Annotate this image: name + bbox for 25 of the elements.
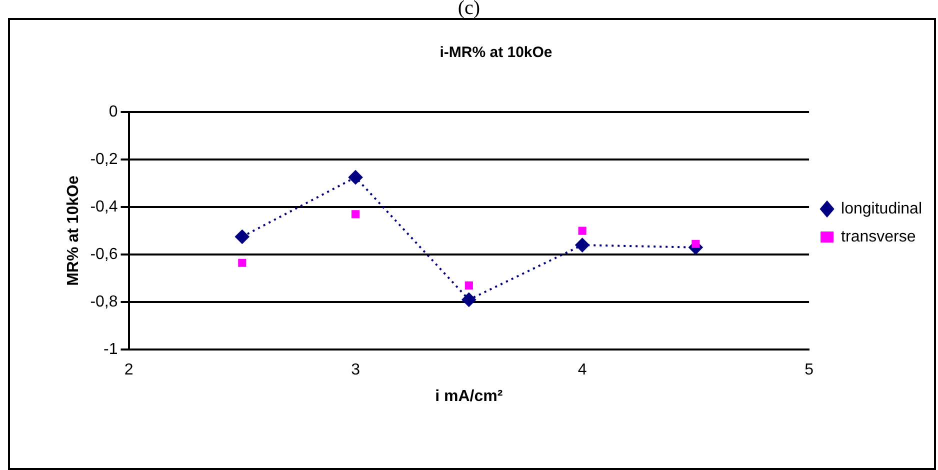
point bbox=[351, 210, 360, 218]
y-tick-label: 0 bbox=[108, 103, 118, 120]
point bbox=[238, 258, 246, 267]
x-tick-label: 3 bbox=[351, 362, 360, 379]
y-tick-label: -1 bbox=[104, 341, 118, 358]
chart-title: i-MR% at 10kOe bbox=[440, 44, 552, 62]
point bbox=[348, 170, 363, 184]
x-axis-title: i mA/cm² bbox=[435, 388, 503, 405]
legend-label: transverse bbox=[841, 228, 916, 246]
point bbox=[235, 230, 250, 244]
x-tick-label: 4 bbox=[578, 362, 587, 379]
point bbox=[464, 281, 473, 290]
point bbox=[462, 292, 476, 307]
y-tick-label: -0,8 bbox=[90, 293, 118, 310]
legend-label: longitudinal bbox=[841, 200, 922, 218]
y-axis-title: MR% at 10kOe bbox=[65, 176, 82, 286]
point bbox=[692, 240, 700, 248]
point bbox=[578, 226, 586, 235]
x-tick-label: 5 bbox=[804, 362, 814, 379]
y-tick-label: -0,2 bbox=[90, 150, 118, 168]
x-tick-label: 2 bbox=[124, 362, 134, 379]
y-tick-label: -0,6 bbox=[90, 246, 118, 263]
text: (c) bbox=[456, 0, 482, 19]
point bbox=[575, 238, 590, 252]
y-tick-label: -0,4 bbox=[90, 198, 118, 216]
